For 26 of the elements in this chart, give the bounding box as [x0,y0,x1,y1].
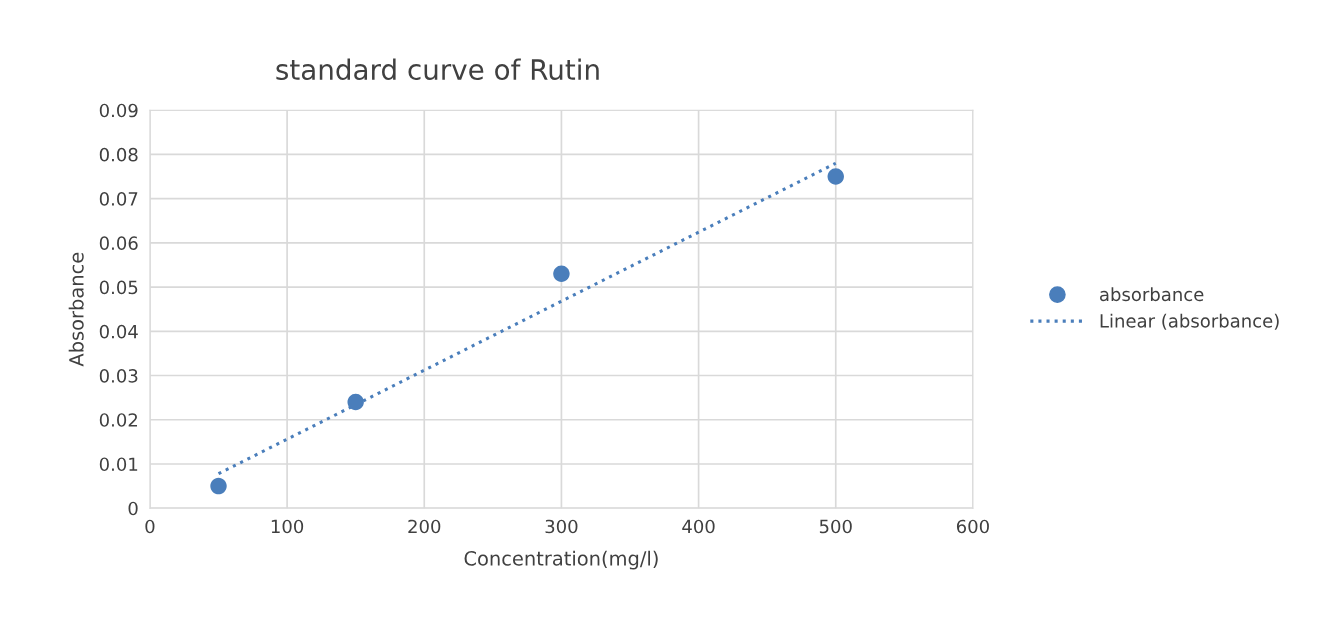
point [827,168,844,185]
y-axis-title: Absorbance [68,252,84,367]
y-tick-label: 0.01 [99,457,138,472]
chart-title: standard curve of Rutin [276,58,599,81]
y-tick-label: 0.08 [99,147,138,162]
x-tick-label: 300 [545,519,578,534]
y-tick-label: 0 [128,501,138,516]
x-tick-label: 500 [819,519,852,534]
point [553,265,570,283]
y-tick-label: 0.05 [99,280,138,295]
y-tick-label: 0.04 [99,324,138,339]
x-tick-label: 0 [145,519,155,534]
x-tick-label: 600 [956,519,989,534]
legend-label: Linear (absorbance) [1100,313,1279,330]
x-tick-label: 100 [271,519,304,534]
y-tick-label: 0.03 [99,368,138,383]
x-tick-label: 400 [682,519,715,534]
point [210,477,227,495]
legend-label: absorbance [1100,287,1204,302]
point [347,393,364,411]
y-tick-label: 0.02 [99,413,138,427]
y-tick-label: 0.06 [99,236,138,250]
x-axis-title: Concentration(mg/l) [464,550,658,570]
y-tick-label: 0.09 [99,103,138,118]
y-tick-label: 0.07 [99,192,138,206]
x-tick-label: 200 [408,519,441,534]
